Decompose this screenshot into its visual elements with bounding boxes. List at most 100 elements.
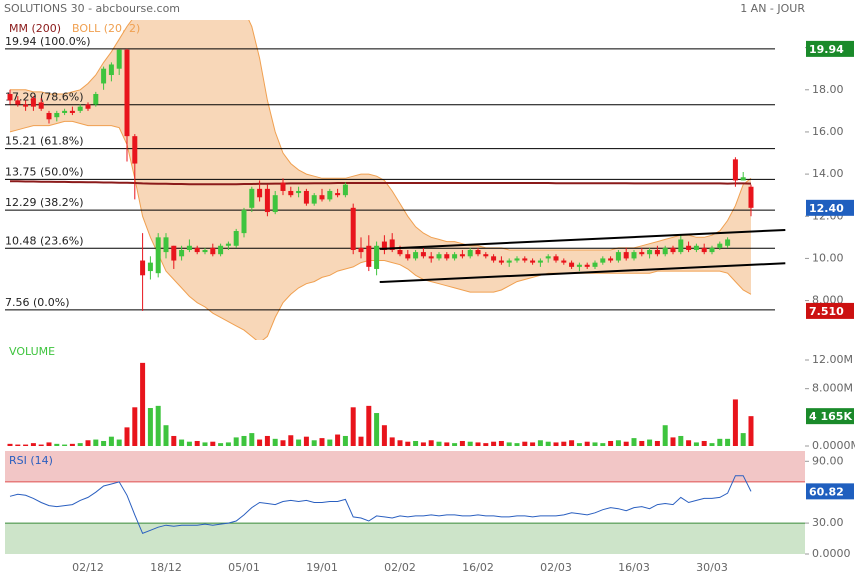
y-tick-label: 90.00 — [812, 454, 844, 467]
candle-body — [475, 249, 481, 255]
candle-body — [537, 260, 543, 263]
y-tick-label: 16.00 — [812, 125, 844, 138]
volume-bar — [38, 444, 44, 446]
volume-bar — [561, 441, 567, 446]
volume-bar — [389, 437, 395, 446]
legend-label: BOLL (20, 2) — [72, 22, 140, 35]
volume-bar — [740, 433, 746, 446]
candle-body — [405, 254, 411, 259]
volume-bar — [342, 435, 348, 446]
volume-bar — [179, 439, 185, 446]
candle-body — [381, 241, 387, 250]
rsi-zone — [5, 523, 805, 554]
candle-body — [686, 245, 692, 250]
value-badge-label: 60.82 — [809, 485, 844, 498]
volume-bar — [506, 442, 512, 446]
candle-body — [498, 260, 504, 263]
candle-body — [225, 243, 231, 246]
volume-bar — [327, 439, 333, 446]
volume-bar — [483, 443, 489, 446]
candle-body — [171, 245, 177, 261]
volume-bar — [116, 439, 122, 446]
fib-level-label: 7.56 (0.0%) — [5, 296, 70, 309]
volume-bar — [155, 405, 161, 446]
candle-body — [241, 209, 247, 234]
candle-body — [553, 256, 559, 261]
candle-body — [647, 249, 653, 255]
candle-body — [615, 252, 621, 261]
candle-body — [748, 186, 754, 208]
candle-body — [77, 106, 83, 111]
volume-bar — [124, 427, 130, 446]
legend-label: MM (200) — [9, 22, 61, 35]
candle-body — [23, 104, 29, 107]
volume-bar — [631, 438, 637, 446]
volume-bar — [491, 441, 497, 446]
candle-body — [600, 258, 606, 263]
x-tick-label: 16/02 — [462, 561, 494, 574]
candle-body — [491, 256, 497, 261]
y-tick-label: 14.00 — [812, 167, 844, 180]
candle-body — [608, 258, 614, 261]
candle-body — [132, 136, 138, 164]
volume-bar — [46, 442, 52, 446]
volume-bar — [85, 440, 91, 446]
volume-bar — [654, 440, 660, 446]
volume-bar — [514, 443, 520, 446]
volume-bar — [459, 440, 465, 446]
value-badge — [806, 40, 854, 57]
candle-body — [101, 68, 107, 84]
volume-bar — [584, 441, 590, 446]
candle-body — [155, 237, 161, 274]
volume-bar — [257, 439, 263, 446]
candle-body — [93, 93, 99, 105]
candle-body — [179, 249, 185, 257]
candle-body — [342, 184, 348, 196]
volume-bar — [467, 441, 473, 446]
rsi-line — [9, 475, 752, 535]
volume-bar — [218, 443, 224, 446]
volume-bar — [296, 439, 302, 446]
x-tick-label: 18/12 — [150, 561, 182, 574]
volume-bar — [475, 442, 481, 446]
candle-body — [530, 260, 536, 263]
volume-bar — [23, 444, 29, 446]
volume-bar — [140, 362, 146, 446]
candle-body — [678, 239, 684, 253]
panel-title: RSI (14) — [9, 454, 53, 467]
volume-bar — [358, 436, 364, 446]
candle-body — [693, 245, 699, 250]
value-badge — [806, 302, 854, 319]
candle-body — [397, 249, 403, 255]
volume-bar — [662, 425, 668, 446]
volume-bar — [678, 435, 684, 446]
volume-bar — [280, 440, 286, 446]
candle-body — [249, 188, 255, 208]
trendline — [379, 262, 786, 284]
volume-bar — [522, 441, 528, 446]
candle-body — [62, 110, 68, 113]
volume-bar — [7, 443, 13, 446]
y-tick-label: 12.00M — [812, 353, 853, 366]
candle-body — [124, 49, 130, 137]
volume-bar — [374, 413, 380, 446]
candle-body — [303, 190, 309, 204]
candle-body — [288, 190, 294, 196]
y-tick-label: 18.00 — [812, 83, 844, 96]
candle-body — [319, 195, 325, 200]
x-tick-label: 02/03 — [540, 561, 572, 574]
volume-bar — [288, 435, 294, 446]
candle-body — [483, 254, 489, 257]
volume-bar — [670, 437, 676, 446]
candle-body — [545, 256, 551, 259]
value-badge-label: 7.510 — [809, 305, 844, 318]
volume-bar — [576, 443, 582, 446]
moving-average — [10, 180, 752, 186]
volume-bar — [420, 442, 426, 446]
y-tick-label: 0.0000 — [812, 547, 851, 560]
volume-bar — [108, 436, 114, 446]
candle-body — [108, 64, 114, 76]
volume-bar — [350, 407, 356, 446]
